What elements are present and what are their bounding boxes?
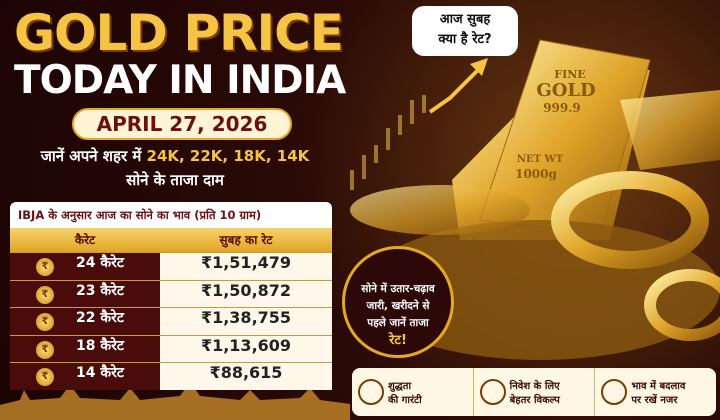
table-title: IBJA के अनुसार आज का सोने का भाव (प्रति … bbox=[10, 202, 332, 228]
subtitle: जानें अपने शहर में 24K, 22K, 18K, 14K bbox=[0, 146, 350, 166]
carat-cell: ₹14 कैरेट bbox=[10, 363, 160, 390]
coin-icon: ₹ bbox=[36, 340, 54, 359]
carat-text: 22 कैरेट bbox=[76, 310, 124, 327]
coin-icon: ₹ bbox=[36, 313, 54, 332]
rate-cell: ₹1,51,479 bbox=[160, 253, 332, 280]
bar-label: 1000g bbox=[515, 167, 557, 181]
coin-icon: ₹ bbox=[36, 285, 54, 304]
carat-cell: ₹22 कैरेट bbox=[10, 308, 160, 335]
rate-cell: ₹1,50,872 bbox=[160, 280, 332, 308]
bar-label: FINE bbox=[554, 68, 585, 81]
table-row: ₹22 कैरेट ₹1,38,755 bbox=[10, 307, 332, 335]
carat-cell: ₹18 कैरेट bbox=[10, 335, 160, 363]
title: GOLD PRICE bbox=[14, 4, 344, 62]
bubble-text: क्या है रेट? bbox=[438, 32, 492, 47]
speech-bubble: आज सुबह क्या है रेट? bbox=[412, 6, 518, 56]
feature-line: बेहतर विकल्प bbox=[509, 395, 560, 406]
carat-text: 23 कैरेट bbox=[76, 282, 124, 299]
feature-text: भाव में बदलाव पर रखें नजर bbox=[631, 378, 685, 406]
feature-icon bbox=[358, 379, 384, 405]
rate-cell: ₹1,38,755 bbox=[160, 308, 332, 335]
feature-icon bbox=[479, 379, 506, 405]
feature-icon bbox=[601, 379, 628, 405]
feature-line: पर रखें नजर bbox=[631, 395, 678, 406]
date-pill: APRIL 27, 2026 bbox=[72, 108, 292, 140]
column-header: कैरेट bbox=[74, 233, 96, 247]
carat-text: 18 कैरेट bbox=[76, 337, 124, 354]
title: TODAY IN INDIA bbox=[14, 58, 346, 103]
table-row: ₹14 कैरेट ₹88,615 bbox=[10, 362, 332, 390]
column-header: सुबह का रेट bbox=[219, 233, 273, 247]
circle-text: जारी, खरीदने से bbox=[366, 300, 430, 312]
feature-line: भाव में बदलाव bbox=[631, 381, 686, 392]
feature-line: की गारंटी bbox=[388, 395, 422, 406]
table-row: ₹23 कैरेट ₹1,50,872 bbox=[10, 279, 332, 308]
table-header: कैरेट सुबह का रेट bbox=[10, 228, 332, 252]
coin-icon: ₹ bbox=[36, 368, 54, 387]
coin-icon: ₹ bbox=[36, 258, 54, 276]
circle-text: सोने में उतार-चढ़ाव bbox=[361, 283, 435, 295]
carat-cell: ₹24 कैरेट bbox=[10, 253, 160, 280]
info-circle: सोने में उतार-चढ़ाव जारी, खरीदने से पहले ज… bbox=[342, 246, 454, 358]
table-row: ₹24 कैरेट ₹1,51,479 bbox=[10, 252, 332, 280]
rate-cell: ₹1,13,609 bbox=[160, 335, 332, 363]
subtitle-text: जानें अपने शहर में bbox=[40, 147, 147, 165]
bar-label: GOLD bbox=[536, 80, 595, 101]
circle-text: रेट! bbox=[389, 333, 407, 348]
feature-text: निवेश के लिए बेहतर विकल्प bbox=[510, 378, 560, 406]
subtitle: सोने के ताजा दाम bbox=[126, 171, 224, 189]
feature: भाव में बदलाव पर रखें नजर bbox=[595, 368, 716, 416]
feature-strip: शुद्धता की गारंटी निवेश के लिए बेहतर विकल्प… bbox=[352, 368, 716, 416]
rate-table: IBJA के अनुसार आज का सोने का भाव (प्रति … bbox=[10, 202, 332, 390]
bubble-text: आज सुबह bbox=[439, 12, 491, 27]
table-row: ₹18 कैरेट ₹1,13,609 bbox=[10, 334, 332, 363]
bar-label: 999.9 bbox=[543, 101, 581, 115]
circle-text: पहले जानें ताजा bbox=[367, 317, 429, 329]
rate-cell: ₹88,615 bbox=[160, 363, 332, 390]
carat-text: 14 कैरेट bbox=[76, 365, 124, 382]
feature: निवेश के लिए बेहतर विकल्प bbox=[474, 368, 596, 416]
feature-line: शुद्धता bbox=[388, 381, 412, 392]
carat-cell: ₹23 कैरेट bbox=[10, 280, 160, 308]
feature-text: शुद्धता की गारंटी bbox=[388, 378, 422, 406]
bar-label: NET WT bbox=[517, 154, 564, 165]
carat-text: 24 कैरेट bbox=[76, 255, 124, 271]
feature-line: निवेश के लिए bbox=[509, 381, 560, 392]
subtitle-highlight: 24K, 22K, 18K, 14K bbox=[146, 147, 310, 165]
feature: शुद्धता की गारंटी bbox=[352, 368, 474, 416]
